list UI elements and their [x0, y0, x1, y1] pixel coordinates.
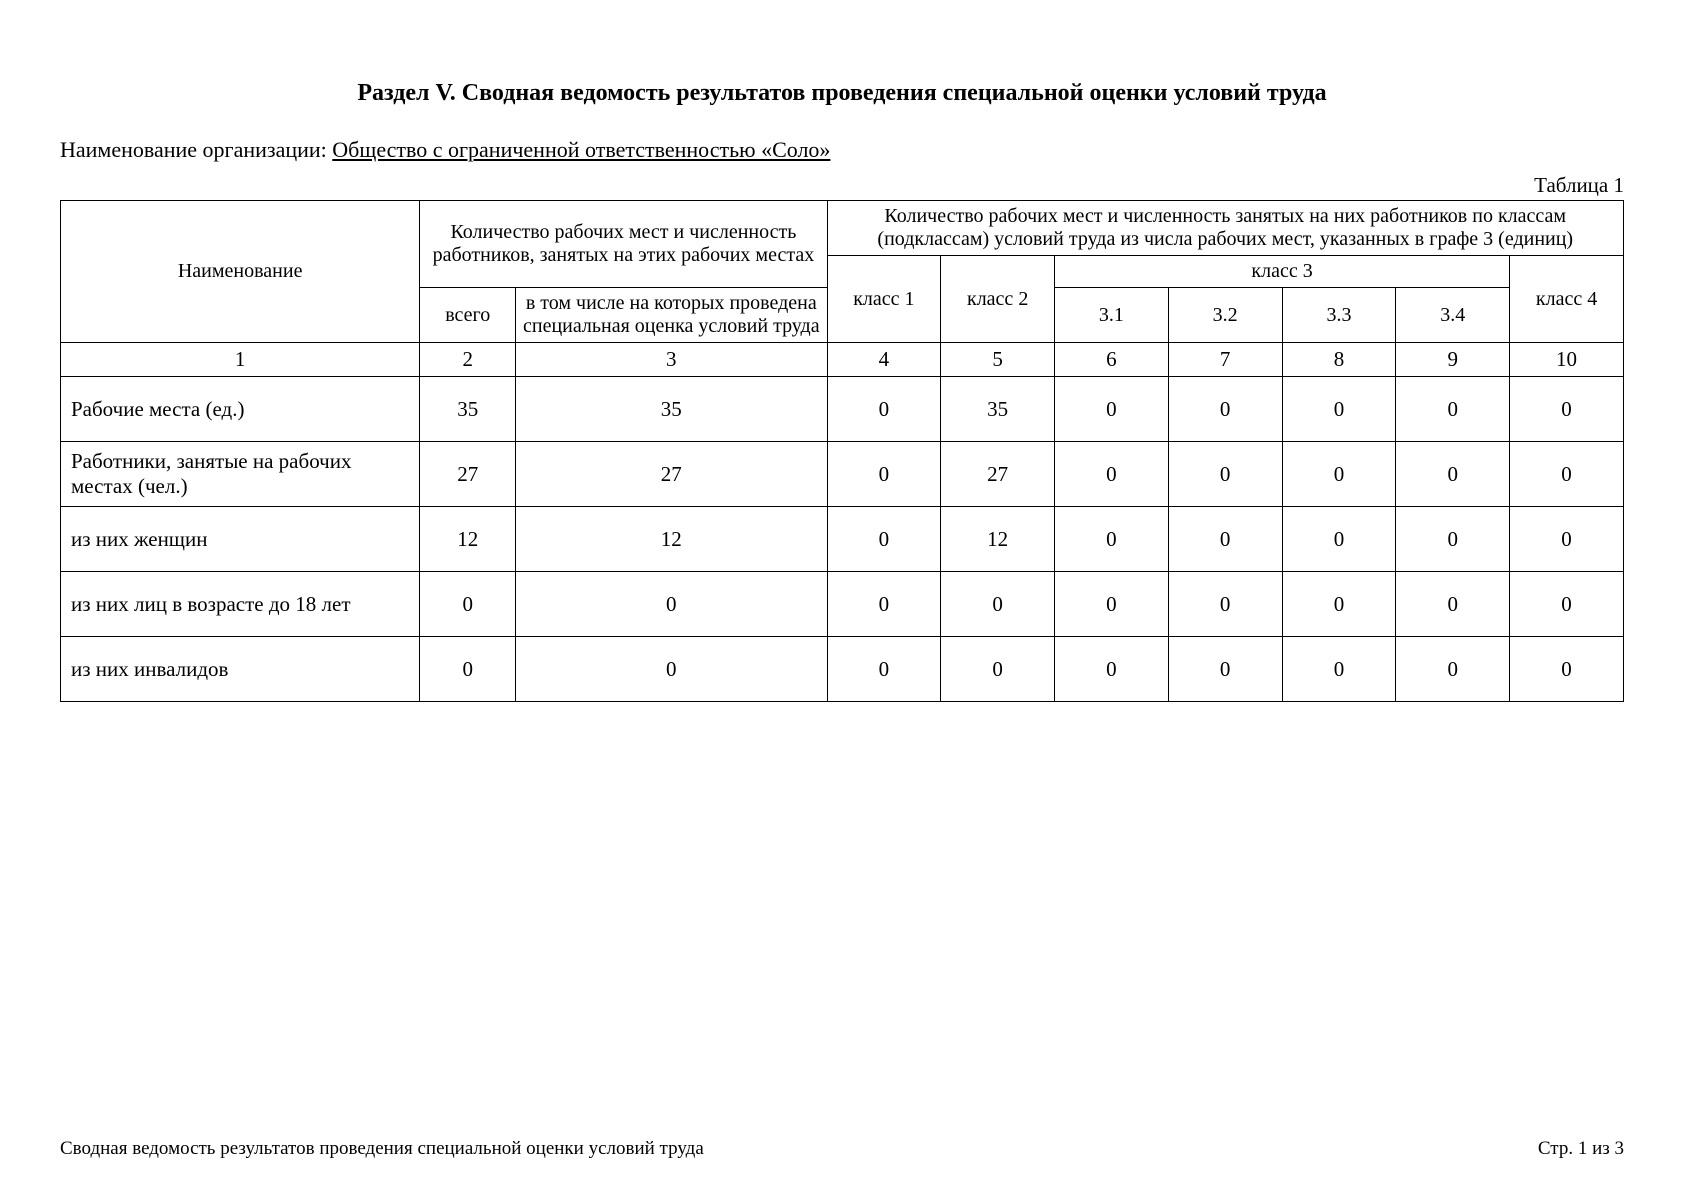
col-num-4: 4: [827, 343, 941, 377]
cell: 0: [1510, 572, 1624, 637]
cell: 0: [1282, 377, 1396, 442]
table-row: Работники, занятые на рабочих местах (че…: [61, 442, 1624, 507]
cell: 35: [516, 377, 827, 442]
cell: 35: [941, 377, 1055, 442]
table-row: Рабочие места (ед.) 35 35 0 35 0 0 0 0 0: [61, 377, 1624, 442]
cell: 0: [1282, 637, 1396, 702]
cell: 0: [1055, 572, 1169, 637]
header-class4: класс 4: [1510, 256, 1624, 343]
header-sub34: 3.4: [1396, 288, 1510, 343]
header-sub32: 3.2: [1168, 288, 1282, 343]
cell: 27: [516, 442, 827, 507]
cell: 12: [941, 507, 1055, 572]
cell: 0: [420, 572, 516, 637]
col-num-3: 3: [516, 343, 827, 377]
row-name: Рабочие места (ед.): [61, 377, 420, 442]
cell: 0: [827, 507, 941, 572]
cell: 0: [1396, 507, 1510, 572]
org-label: Наименование организации:: [60, 137, 327, 162]
cell: 0: [1510, 637, 1624, 702]
header-sub33: 3.3: [1282, 288, 1396, 343]
cell: 0: [941, 637, 1055, 702]
cell: 0: [1168, 442, 1282, 507]
cell: 0: [1282, 442, 1396, 507]
organization-line: Наименование организации: Общество с огр…: [60, 137, 1624, 163]
cell: 0: [1510, 507, 1624, 572]
cell: 0: [516, 637, 827, 702]
row-name: из них женщин: [61, 507, 420, 572]
row-name: из них инвалидов: [61, 637, 420, 702]
header-name: Наименование: [61, 201, 420, 343]
footer-right: Стр. 1 из 3: [1538, 1138, 1624, 1160]
col-num-2: 2: [420, 343, 516, 377]
header-classes: Количество рабочих мест и численность за…: [827, 201, 1624, 256]
cell: 0: [827, 442, 941, 507]
header-class2: класс 2: [941, 256, 1055, 343]
header-count: Количество рабочих мест и численность ра…: [420, 201, 827, 288]
summary-table: Наименование Количество рабочих мест и ч…: [60, 200, 1624, 702]
cell: 0: [1510, 442, 1624, 507]
cell: 12: [516, 507, 827, 572]
cell: 0: [1055, 637, 1169, 702]
col-num-10: 10: [1510, 343, 1624, 377]
header-total: всего: [420, 288, 516, 343]
header-sub31: 3.1: [1055, 288, 1169, 343]
table-row: из них женщин 12 12 0 12 0 0 0 0 0: [61, 507, 1624, 572]
cell: 0: [1055, 507, 1169, 572]
header-assessed: в том числе на которых проведена специал…: [516, 288, 827, 343]
cell: 0: [1168, 377, 1282, 442]
cell: 0: [1055, 377, 1169, 442]
cell: 12: [420, 507, 516, 572]
org-name: Общество с ограниченной ответственностью…: [332, 137, 830, 162]
cell: 0: [1510, 377, 1624, 442]
cell: 0: [1282, 572, 1396, 637]
cell: 0: [1396, 572, 1510, 637]
col-num-1: 1: [61, 343, 420, 377]
cell: 0: [1396, 442, 1510, 507]
table-body: Рабочие места (ед.) 35 35 0 35 0 0 0 0 0…: [61, 377, 1624, 702]
page-title: Раздел V. Сводная ведомость результатов …: [60, 80, 1624, 107]
col-num-9: 9: [1396, 343, 1510, 377]
cell: 27: [420, 442, 516, 507]
table-row: из них инвалидов 0 0 0 0 0 0 0 0 0: [61, 637, 1624, 702]
cell: 0: [1168, 507, 1282, 572]
cell: 35: [420, 377, 516, 442]
cell: 0: [1168, 637, 1282, 702]
cell: 0: [941, 572, 1055, 637]
footer: Сводная ведомость результатов проведения…: [60, 1138, 1624, 1160]
cell: 0: [420, 637, 516, 702]
col-num-7: 7: [1168, 343, 1282, 377]
col-num-6: 6: [1055, 343, 1169, 377]
row-name: Работники, занятые на рабочих местах (че…: [61, 442, 420, 507]
cell: 0: [1168, 572, 1282, 637]
cell: 0: [827, 572, 941, 637]
cell: 0: [1396, 637, 1510, 702]
cell: 27: [941, 442, 1055, 507]
cell: 0: [516, 572, 827, 637]
table-row: из них лиц в возрасте до 18 лет 0 0 0 0 …: [61, 572, 1624, 637]
header-class3: класс 3: [1055, 256, 1510, 288]
cell: 0: [1055, 442, 1169, 507]
footer-left: Сводная ведомость результатов проведения…: [60, 1138, 704, 1160]
col-num-8: 8: [1282, 343, 1396, 377]
cell: 0: [827, 637, 941, 702]
header-class1: класс 1: [827, 256, 941, 343]
cell: 0: [827, 377, 941, 442]
col-num-5: 5: [941, 343, 1055, 377]
cell: 0: [1396, 377, 1510, 442]
row-name: из них лиц в возрасте до 18 лет: [61, 572, 420, 637]
table-label: Таблица 1: [60, 173, 1624, 198]
cell: 0: [1282, 507, 1396, 572]
